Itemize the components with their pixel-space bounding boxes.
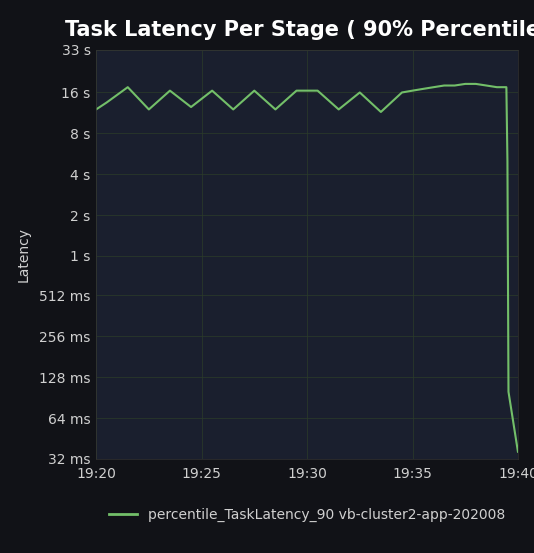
Y-axis label: Latency: Latency <box>17 227 31 282</box>
Title: Task Latency Per Stage ( 90% Percentile): Task Latency Per Stage ( 90% Percentile) <box>65 20 534 40</box>
Legend: percentile_TaskLatency_90 vb-cluster2-app-202008: percentile_TaskLatency_90 vb-cluster2-ap… <box>104 503 511 528</box>
